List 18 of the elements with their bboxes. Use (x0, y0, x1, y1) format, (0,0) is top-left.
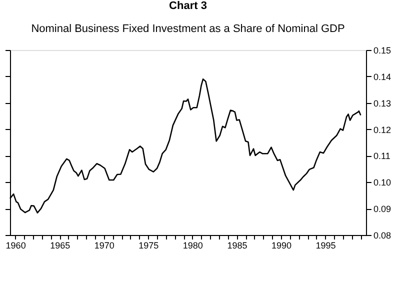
x-tick-label: 1990 (271, 240, 292, 250)
y-tick-label: 0.10 (374, 178, 392, 188)
x-tick-label: 1980 (182, 240, 203, 250)
y-tick-label: 0.14 (374, 72, 392, 82)
y-tick-label: 0.13 (374, 98, 392, 108)
x-tick-label: 1965 (50, 240, 70, 250)
x-tick-label: 1960 (6, 240, 26, 250)
x-tick-label: 1975 (138, 240, 159, 250)
y-tick-label: 0.09 (374, 204, 392, 214)
chart-title: Chart 3 (169, 0, 207, 12)
y-tick-label: 0.12 (374, 124, 392, 135)
y-tick-label: 0.15 (374, 46, 392, 56)
x-tick-label: 1995 (316, 240, 336, 250)
y-tick-label: 0.11 (374, 151, 390, 162)
y-tick-label: 0.08 (374, 230, 392, 240)
x-tick-label: 1985 (227, 240, 248, 250)
x-tick-label: 1970 (94, 240, 114, 250)
chart-subtitle: Nominal Business Fixed Investment as a Share of Nominal GDP (31, 23, 345, 35)
